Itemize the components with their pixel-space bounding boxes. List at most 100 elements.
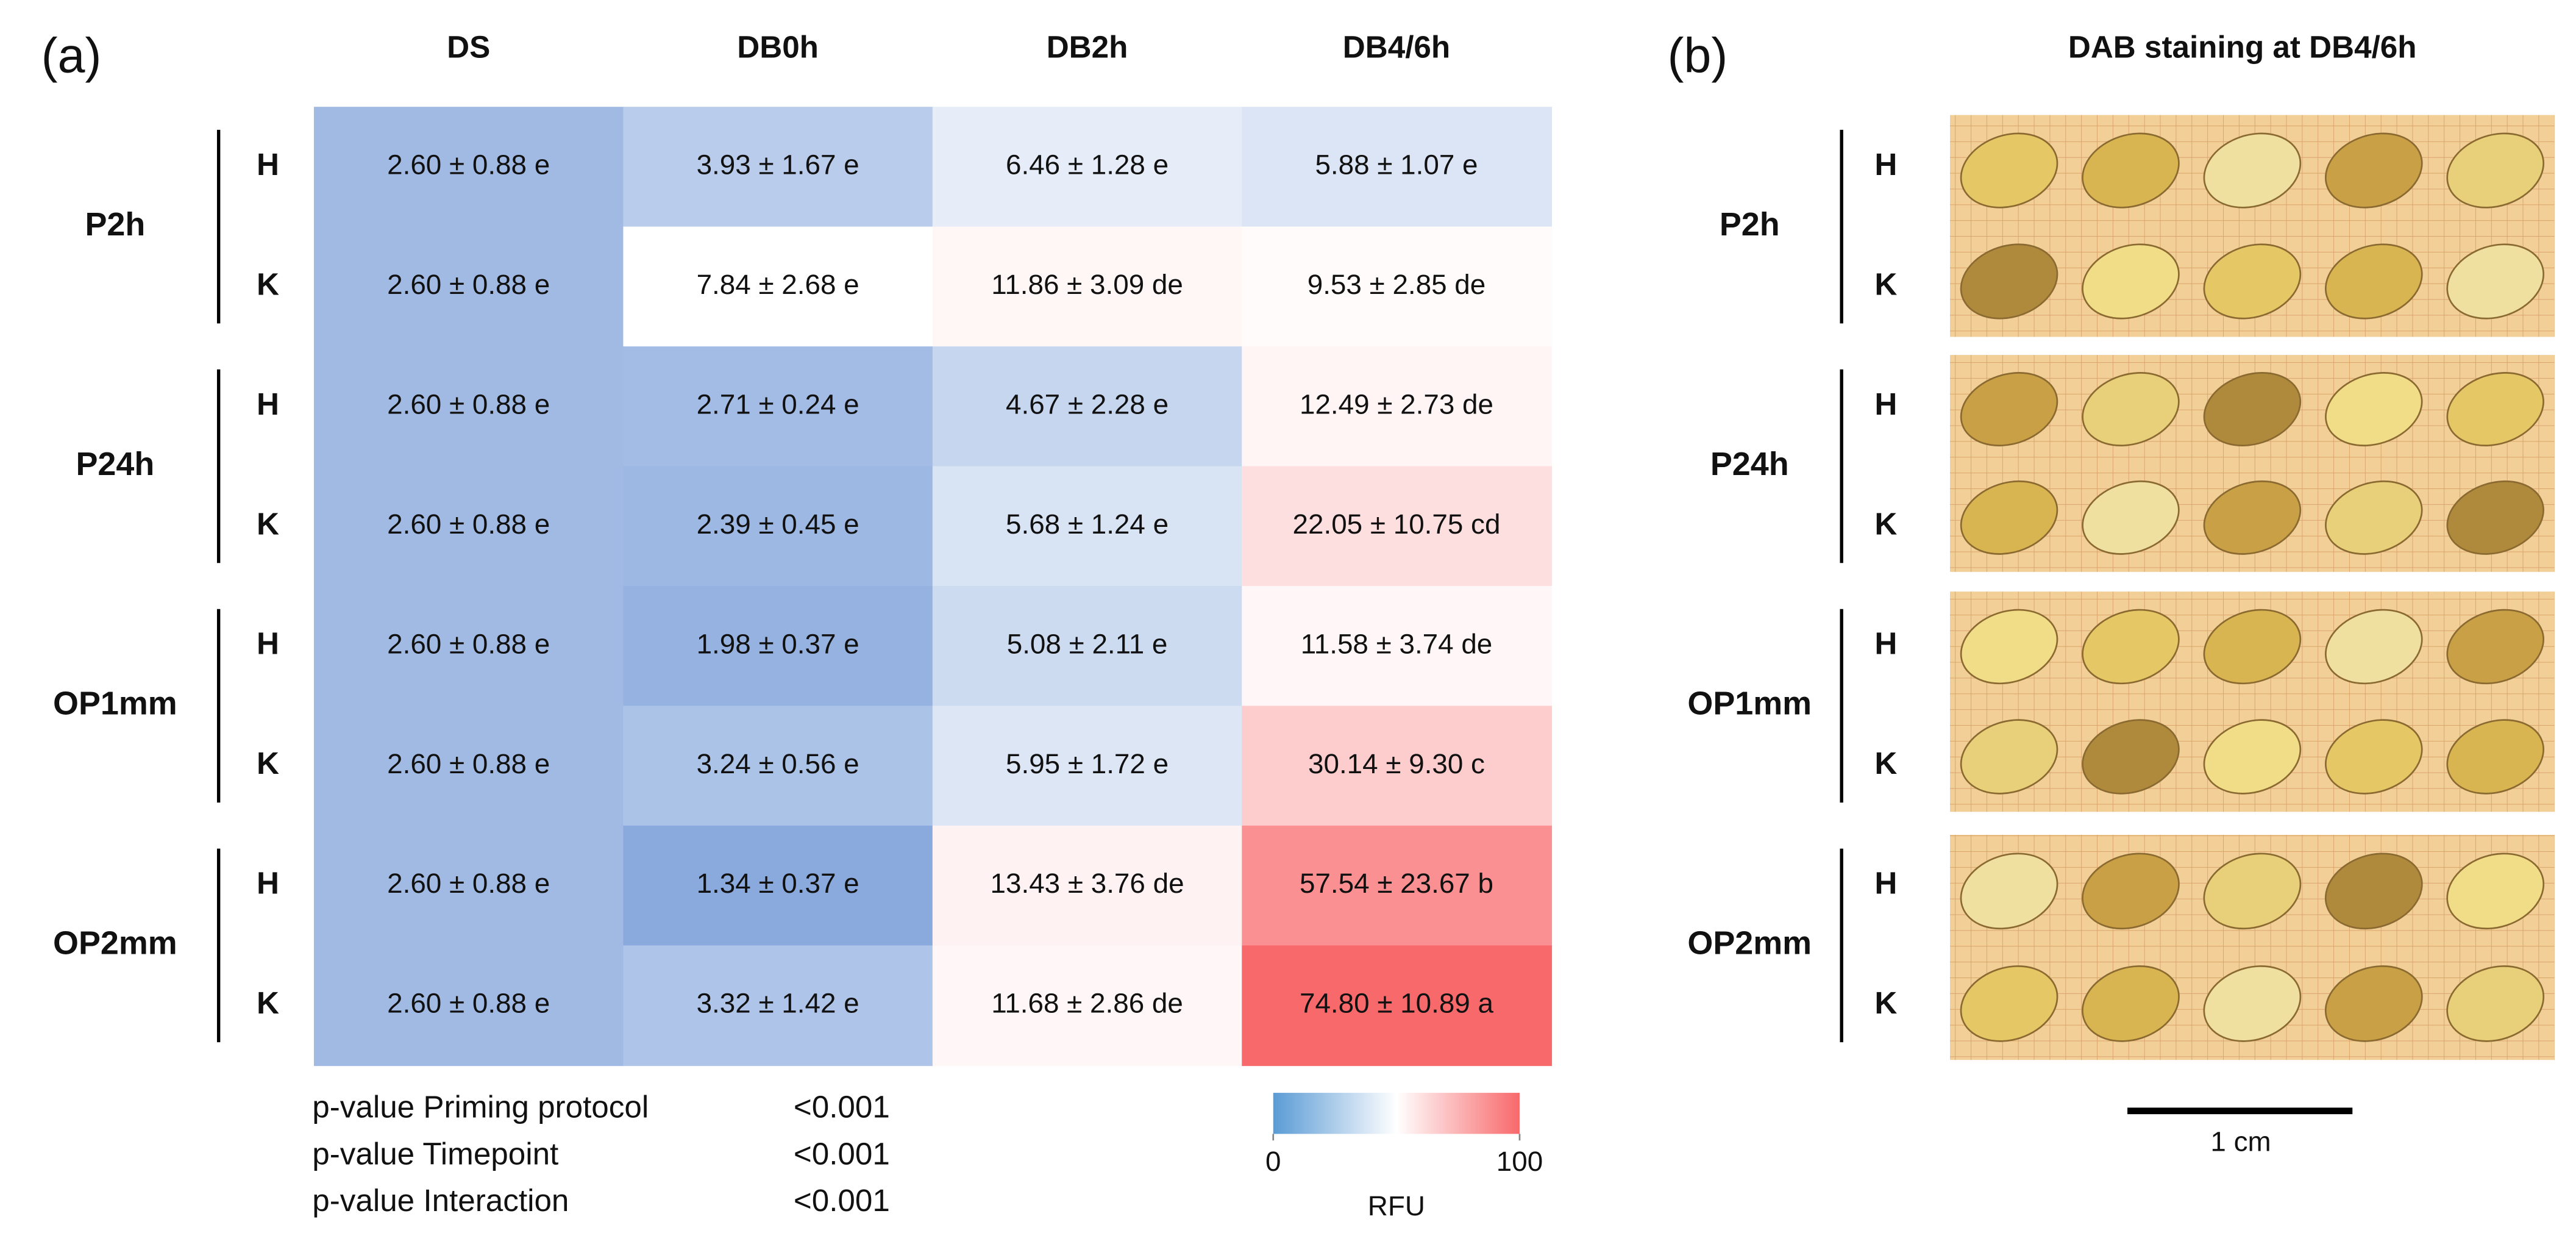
- cell-label: 9.53 ± 2.85 de: [1308, 269, 1486, 300]
- seed: [2082, 609, 2180, 685]
- cell-label: 74.80 ± 10.89 a: [1300, 988, 1494, 1019]
- row-label: K: [1874, 266, 1897, 301]
- panel-label: (a): [41, 28, 102, 83]
- cell-label: 3.24 ± 0.56 e: [697, 748, 859, 779]
- seed: [2203, 965, 2302, 1042]
- heatmap-cell: [1242, 825, 1553, 946]
- heatmap-cell: [313, 107, 624, 227]
- group-label: OP1mm: [53, 685, 177, 722]
- stat-label: p-value Priming protocol: [312, 1090, 649, 1124]
- seed: [2446, 853, 2545, 930]
- seed: [1960, 372, 2058, 446]
- heatmap-cell: [932, 706, 1243, 827]
- row-label: H: [257, 866, 279, 901]
- column-header: DS: [447, 29, 490, 64]
- cell-label: 30.14 ± 9.30 c: [1308, 748, 1485, 779]
- seed: [2325, 372, 2423, 446]
- heatmap-cell: [932, 825, 1243, 946]
- heatmap-cell: [1242, 346, 1553, 467]
- seed: [1960, 609, 2058, 685]
- colorbar: [1273, 1093, 1520, 1134]
- heatmap-cell: [623, 466, 934, 587]
- seed: [2446, 480, 2544, 555]
- seed: [1960, 719, 2058, 795]
- cell-label: 4.67 ± 2.28 e: [1006, 388, 1169, 420]
- cell-label: 2.60 ± 0.88 e: [387, 988, 550, 1019]
- heatmap-cell: [932, 945, 1243, 1067]
- stat-value: <0.001: [794, 1136, 890, 1171]
- stat-value: <0.001: [794, 1183, 890, 1218]
- colorbar-label: RFU: [1368, 1190, 1425, 1221]
- seed: [2446, 719, 2544, 795]
- seed: [2203, 853, 2302, 930]
- row-label: K: [257, 746, 279, 781]
- heatmap-cell: [932, 466, 1243, 587]
- cell-label: 22.05 ± 10.75 cd: [1293, 509, 1501, 540]
- cell-label: 2.60 ± 0.88 e: [387, 748, 550, 779]
- seed: [2082, 243, 2180, 320]
- heatmap-cell: [1242, 226, 1553, 348]
- seed: [2446, 965, 2545, 1042]
- stat-label: p-value Timepoint: [312, 1136, 558, 1171]
- seed: [2203, 609, 2302, 685]
- row-label: K: [1874, 985, 1897, 1020]
- row-label: H: [1874, 147, 1897, 182]
- group-label: OP2mm: [1687, 925, 1812, 962]
- group-label: P2h: [85, 206, 145, 243]
- cell-label: 2.71 ± 0.24 e: [697, 388, 859, 420]
- heatmap-cell: [313, 346, 624, 467]
- column-header: DB4/6h: [1343, 29, 1450, 64]
- heatmap-cell: [932, 226, 1243, 348]
- heatmap-cell: [313, 466, 624, 587]
- group-label: OP2mm: [53, 925, 177, 962]
- cell-label: 3.32 ± 1.42 e: [697, 988, 859, 1019]
- group-label: OP1mm: [1687, 685, 1812, 722]
- heatmap-cell: [1242, 706, 1553, 827]
- seed: [2082, 719, 2180, 795]
- panel-title: DAB staining at DB4/6h: [2068, 29, 2417, 64]
- group-label: P24h: [76, 446, 154, 482]
- colorbar-tick-label: 0: [1265, 1146, 1281, 1177]
- seed: [2082, 132, 2180, 209]
- heatmap-cell: [623, 226, 934, 348]
- scale-bar-label: 1 cm: [2210, 1126, 2271, 1157]
- heatmap-cell: [623, 585, 934, 707]
- heatmap-cell: [313, 825, 624, 946]
- row-label: H: [257, 626, 279, 661]
- cell-label: 3.93 ± 1.67 e: [697, 149, 859, 180]
- cell-label: 5.88 ± 1.07 e: [1315, 149, 1478, 180]
- row-label: H: [257, 387, 279, 421]
- seed: [2203, 372, 2302, 446]
- heatmap-cell: [1242, 585, 1553, 707]
- seed: [2446, 372, 2544, 446]
- row-label: K: [1874, 746, 1897, 781]
- cell-label: 2.60 ± 0.88 e: [387, 269, 550, 300]
- heatmap-cell: [623, 825, 934, 946]
- cell-label: 5.95 ± 1.72 e: [1006, 748, 1169, 779]
- cell-label: 2.39 ± 0.45 e: [697, 509, 859, 540]
- heatmap-cell: [313, 585, 624, 707]
- cell-label: 2.60 ± 0.88 e: [387, 149, 550, 180]
- cell-label: 2.60 ± 0.88 e: [387, 628, 550, 659]
- seed: [2324, 132, 2423, 209]
- cell-label: 5.68 ± 1.24 e: [1006, 509, 1169, 540]
- cell-label: 12.49 ± 2.73 de: [1300, 388, 1493, 420]
- cell-label: 1.34 ± 0.37 e: [697, 868, 859, 899]
- seed: [2082, 853, 2180, 930]
- cell-label: 13.43 ± 3.76 de: [991, 868, 1184, 899]
- seed: [2203, 132, 2302, 209]
- cell-label: 5.08 ± 2.11 e: [1007, 628, 1168, 659]
- group-label: P24h: [1710, 446, 1789, 482]
- seed: [2082, 965, 2180, 1042]
- seed: [2082, 480, 2180, 555]
- column-header: DB0h: [737, 29, 819, 64]
- seed: [2324, 965, 2423, 1042]
- row-label: K: [257, 266, 279, 301]
- cell-label: 2.60 ± 0.88 e: [387, 509, 550, 540]
- row-label: H: [1874, 866, 1897, 901]
- seed: [2446, 132, 2545, 209]
- seed: [2446, 609, 2544, 685]
- heatmap-cell: [932, 107, 1243, 227]
- seed: [2324, 853, 2423, 930]
- heatmap-cell: [623, 706, 934, 827]
